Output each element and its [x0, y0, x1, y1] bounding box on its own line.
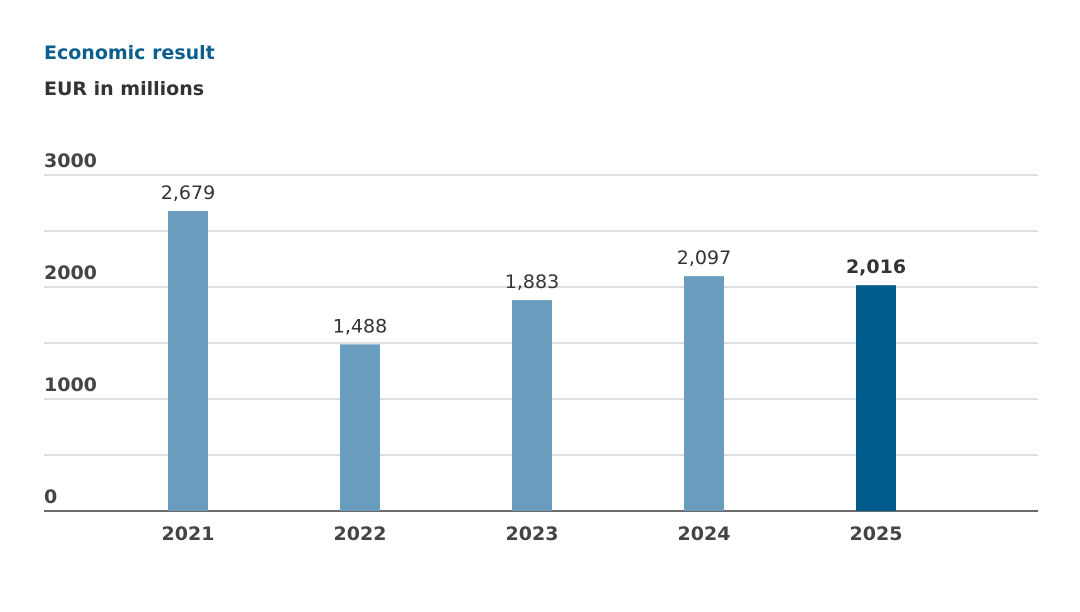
y-tick-label: 1000 — [44, 374, 97, 396]
bar — [684, 276, 724, 511]
y-tick-label: 0 — [44, 486, 57, 508]
x-tick-label: 2025 — [850, 523, 903, 545]
x-tick-label: 2023 — [506, 523, 559, 545]
chart-title: Economic result — [44, 42, 215, 64]
bar — [512, 300, 552, 511]
x-tick-label: 2021 — [162, 523, 215, 545]
y-tick-label: 3000 — [44, 150, 97, 172]
value-label: 2,679 — [161, 182, 215, 204]
value-label: 2,097 — [677, 247, 731, 269]
bar — [168, 210, 208, 511]
bar — [856, 285, 896, 511]
bar — [340, 344, 380, 511]
value-label: 1,488 — [333, 315, 387, 337]
y-tick-label: 2000 — [44, 262, 97, 284]
chart-subtitle: EUR in millions — [44, 78, 204, 100]
x-tick-label: 2024 — [678, 523, 731, 545]
x-tick-label: 2022 — [334, 523, 387, 545]
value-label: 2,016 — [846, 256, 906, 278]
value-label: 1,883 — [505, 271, 559, 293]
